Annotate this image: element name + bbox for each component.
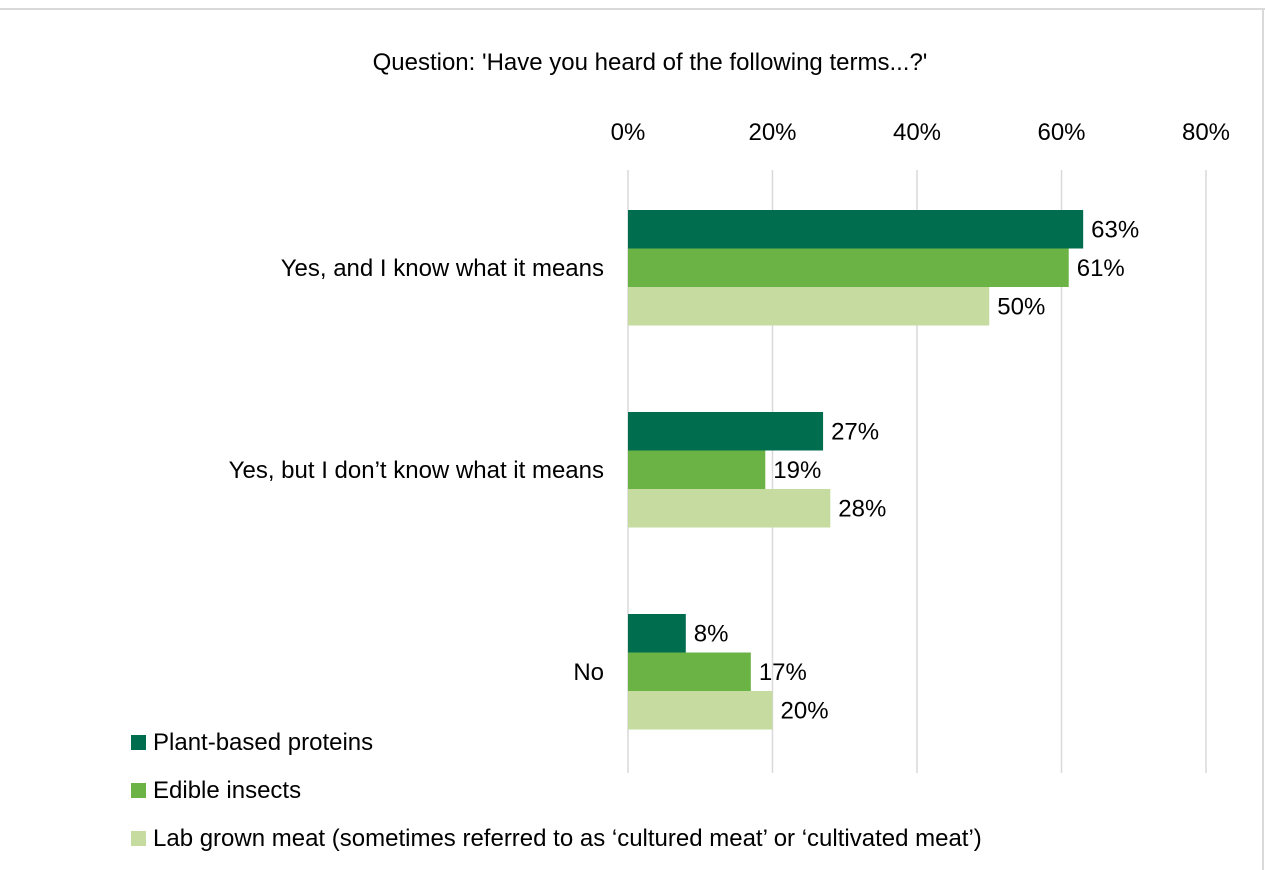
bar: [628, 450, 766, 489]
data-labels: 63% 61% 50% 27% 19% 28% 8% 17% 20%: [694, 216, 1139, 724]
chart-frame-top: [0, 8, 1265, 10]
legend-label: Lab grown meat (sometimes referred to as…: [153, 825, 982, 852]
chart-frame-right: [1262, 8, 1264, 870]
data-label: 27%: [831, 418, 879, 445]
category-label: Yes, and I know what it means: [281, 255, 604, 282]
data-label: 28%: [838, 495, 886, 522]
data-label: 20%: [781, 697, 829, 724]
bar: [628, 614, 686, 653]
x-tick-label: 20%: [748, 119, 796, 146]
x-axis-ticks: 0% 20% 40% 60% 80%: [611, 119, 1230, 146]
category-label: Yes, but I don’t know what it means: [229, 457, 604, 484]
category-label: No: [573, 659, 604, 686]
bar: [628, 489, 831, 528]
bar: [628, 412, 824, 451]
legend-label: Edible insects: [153, 777, 301, 804]
bar: [628, 691, 773, 730]
bar: [628, 287, 990, 326]
data-label: 61%: [1077, 255, 1125, 282]
category-labels: Yes, and I know what it means Yes, but I …: [229, 255, 604, 686]
data-label: 17%: [759, 659, 807, 686]
legend-swatch: [131, 783, 146, 798]
legend-label: Plant-based proteins: [153, 729, 373, 756]
bar: [628, 210, 1084, 249]
bar: [628, 248, 1069, 287]
legend-swatch: [131, 735, 146, 750]
legend-swatch: [131, 831, 146, 846]
x-tick-label: 80%: [1182, 119, 1230, 146]
bars: [628, 210, 1084, 730]
x-tick-label: 40%: [893, 119, 941, 146]
bar: [628, 652, 751, 691]
data-label: 8%: [694, 620, 729, 647]
chart-title: Question: 'Have you heard of the followi…: [373, 49, 928, 76]
data-label: 63%: [1091, 216, 1139, 243]
data-label: 50%: [997, 293, 1045, 320]
x-tick-label: 0%: [611, 119, 646, 146]
legend: Plant-based proteins Edible insects Lab gr…: [131, 729, 982, 852]
data-label: 19%: [773, 457, 821, 484]
x-tick-label: 60%: [1037, 119, 1085, 146]
